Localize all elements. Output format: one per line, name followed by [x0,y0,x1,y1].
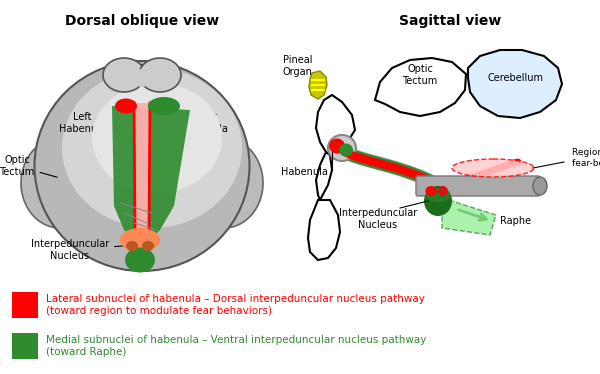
Ellipse shape [115,98,137,113]
Text: Optic
Tectum: Optic Tectum [0,155,58,177]
Text: Dorsal oblique view: Dorsal oblique view [65,14,219,28]
Text: Medial subnuclei of habenula – Ventral interpeduncular nucleus pathway: Medial subnuclei of habenula – Ventral i… [46,335,427,345]
FancyBboxPatch shape [12,292,38,318]
Polygon shape [442,198,496,235]
Ellipse shape [21,138,99,228]
Text: Region for
fear-behavior modulation: Region for fear-behavior modulation [572,148,600,168]
Text: Interpeduncular
Nucleus: Interpeduncular Nucleus [339,208,417,230]
Text: Raphe: Raphe [500,216,531,226]
FancyBboxPatch shape [12,333,38,359]
Ellipse shape [139,58,181,92]
Text: Right
Habenula: Right Habenula [170,107,227,134]
Text: Cerebellum: Cerebellum [487,73,543,83]
Text: Pineal
Organ: Pineal Organ [282,55,312,77]
Ellipse shape [452,159,534,177]
Text: Olfactory
Bulb: Olfactory Bulb [119,62,164,84]
Ellipse shape [533,177,547,195]
Text: (toward Raphe): (toward Raphe) [46,347,127,357]
Ellipse shape [328,135,356,161]
Polygon shape [468,50,562,118]
Polygon shape [309,71,327,99]
Ellipse shape [438,186,448,196]
Text: Optic
Tectum: Optic Tectum [403,64,437,86]
Ellipse shape [142,241,154,251]
Polygon shape [112,106,190,240]
Text: Interpeduncular
Nucleus: Interpeduncular Nucleus [31,239,132,261]
Ellipse shape [62,68,242,228]
Ellipse shape [424,186,452,216]
Ellipse shape [148,97,180,115]
Ellipse shape [426,188,450,202]
Ellipse shape [125,248,155,273]
Polygon shape [134,103,150,240]
Ellipse shape [35,61,250,271]
Text: Lateral subnuclei of habenula – Dorsal interpeduncular nucleus pathway: Lateral subnuclei of habenula – Dorsal i… [46,294,425,304]
Ellipse shape [92,83,222,193]
Text: (toward region to modulate fear behaviors): (toward region to modulate fear behavior… [46,306,272,316]
Ellipse shape [126,241,138,251]
Ellipse shape [185,138,263,228]
Text: Habenula: Habenula [281,167,328,177]
Ellipse shape [120,228,160,252]
Ellipse shape [339,144,353,156]
Ellipse shape [425,186,437,196]
Text: Sagittal view: Sagittal view [399,14,501,28]
Ellipse shape [133,69,151,87]
FancyBboxPatch shape [416,176,540,196]
Ellipse shape [329,138,345,153]
Ellipse shape [103,58,145,92]
Text: Left
Habenula: Left Habenula [59,107,125,134]
